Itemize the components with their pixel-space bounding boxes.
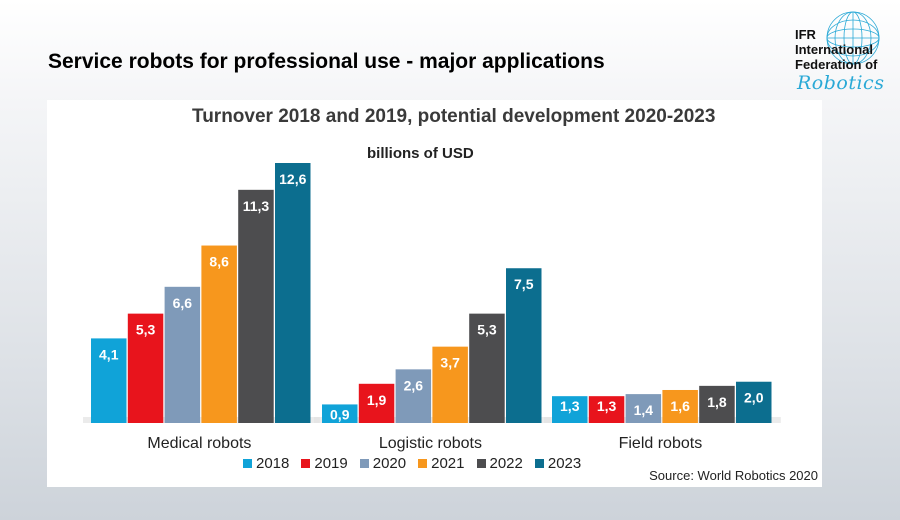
bar-2020-0 bbox=[164, 286, 201, 423]
chart-legend: 2018 2019 2020 2021 2022 2023 bbox=[243, 455, 581, 472]
ifr-logo: IFR International Federation of Robotics bbox=[795, 10, 900, 96]
data-label: 1,9 bbox=[367, 392, 387, 408]
bar-2022-2 bbox=[699, 385, 735, 423]
bar-chart: 4,1 5,3 6,6 8,6 11,3 12,6 Medical robots 0,9 1,9… bbox=[83, 163, 781, 452]
chart-subtitle: billions of USD bbox=[367, 145, 474, 162]
legend-swatch bbox=[301, 459, 311, 468]
data-label: 2,6 bbox=[404, 377, 424, 393]
category-label: Logistic robots bbox=[379, 435, 482, 452]
data-label: 3,7 bbox=[440, 355, 460, 371]
bar-2019-1 bbox=[358, 383, 395, 423]
bar-2018-1 bbox=[322, 404, 358, 423]
globe-icon bbox=[826, 11, 880, 65]
legend-swatch bbox=[476, 459, 486, 468]
bar-2021-2 bbox=[662, 389, 698, 423]
bar-2018-2 bbox=[552, 396, 588, 423]
data-label: 7,5 bbox=[514, 276, 534, 292]
legend-label: 2018 bbox=[256, 455, 290, 472]
bar-2019-0 bbox=[127, 313, 164, 423]
data-label: 11,3 bbox=[243, 198, 270, 214]
chart-panel: 4,1 5,3 6,6 8,6 11,3 12,6 Medical robots 0,9 1,9… bbox=[47, 100, 822, 487]
slide-title: Service robots for professional use - ma… bbox=[48, 50, 605, 73]
bar-2020-2 bbox=[625, 394, 662, 423]
data-label: 6,6 bbox=[173, 295, 193, 311]
logo-line-federation: Federation of bbox=[795, 57, 878, 72]
legend-label: 2021 bbox=[431, 455, 465, 472]
data-label: 8,6 bbox=[209, 254, 229, 270]
bar-2023-2 bbox=[736, 381, 772, 423]
legend-swatch bbox=[359, 459, 369, 468]
source-note: Source: World Robotics 2020 bbox=[649, 468, 818, 483]
bar-2019-2 bbox=[588, 396, 625, 423]
data-label: 1,3 bbox=[597, 398, 617, 414]
legend-swatch bbox=[534, 459, 544, 468]
legend-item: 2018 bbox=[243, 455, 289, 472]
legend-swatch bbox=[418, 459, 428, 468]
legend-item: 2019 bbox=[301, 455, 348, 472]
bar-2023-0 bbox=[275, 163, 311, 423]
bar-2023-1 bbox=[506, 268, 542, 423]
logo-text: IFR International Federation of bbox=[795, 27, 877, 72]
logo-line-ifr: IFR bbox=[795, 27, 816, 42]
chart-title: Turnover 2018 and 2019, potential develo… bbox=[192, 106, 716, 127]
bar-2021-0 bbox=[201, 245, 237, 423]
data-label: 2,0 bbox=[744, 390, 764, 406]
legend-label: 2022 bbox=[489, 455, 523, 472]
bar-2021-1 bbox=[432, 346, 468, 423]
data-label: 5,3 bbox=[136, 322, 156, 338]
data-label: 1,3 bbox=[560, 398, 580, 414]
bar-2020-1 bbox=[395, 369, 432, 423]
data-label: 1,4 bbox=[634, 402, 654, 418]
category-label: Field robots bbox=[619, 435, 703, 452]
bar-2022-0 bbox=[238, 189, 274, 423]
logo-line-international: International bbox=[795, 42, 874, 57]
legend-label: 2020 bbox=[372, 455, 407, 472]
legend-swatch bbox=[243, 459, 252, 468]
logo-script-robotics: Robotics bbox=[797, 72, 885, 94]
data-label: 4,1 bbox=[99, 346, 119, 362]
legend-item: 2022 bbox=[476, 455, 523, 472]
data-label: 5,3 bbox=[477, 322, 497, 338]
category-label: Medical robots bbox=[147, 435, 251, 452]
legend-item: 2020 bbox=[359, 455, 407, 472]
bar-2022-1 bbox=[469, 313, 505, 423]
data-label: 12,6 bbox=[279, 171, 306, 187]
legend-item: 2023 bbox=[534, 455, 582, 472]
data-label: 1,8 bbox=[707, 394, 727, 410]
legend-label: 2019 bbox=[314, 455, 348, 472]
data-label: 0,9 bbox=[330, 406, 350, 422]
legend-item: 2021 bbox=[418, 455, 465, 472]
data-label: 1,6 bbox=[670, 398, 690, 414]
bar-2018-0 bbox=[91, 338, 127, 423]
legend-label: 2023 bbox=[547, 455, 582, 472]
